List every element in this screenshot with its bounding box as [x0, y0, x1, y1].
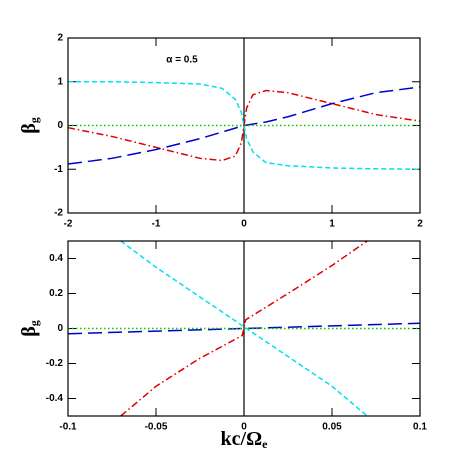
y-tick-label: -0.4	[46, 393, 64, 404]
y-axis-label: βg	[18, 117, 41, 134]
y-tick-label: 0	[57, 120, 63, 131]
y-tick-label: -0.2	[46, 358, 64, 369]
y-tick-label: 0	[57, 323, 63, 334]
annotation: α = 0.5	[166, 55, 198, 66]
plot-frame	[67, 37, 421, 214]
x-tick-label: 0	[241, 219, 247, 230]
x-tick-label: -0.05	[145, 422, 168, 433]
y-tick-label: 1	[57, 76, 63, 87]
y-tick-label: 2	[57, 33, 63, 44]
series-line	[120, 240, 368, 417]
y-axis-label-main: β	[18, 123, 40, 134]
y-tick-label: -1	[54, 164, 63, 175]
x-axis-label-main: kc/Ω	[221, 428, 263, 450]
x-tick-label: -2	[64, 219, 73, 230]
series-line	[68, 81, 421, 170]
x-tick-label: 0	[241, 422, 247, 433]
x-tick-label: -0.1	[59, 422, 77, 433]
y-tick-label: 0.2	[49, 288, 63, 299]
x-tick-label: 0.1	[413, 422, 427, 433]
x-tick-label: 1	[329, 219, 335, 230]
plot-frame	[67, 240, 421, 417]
x-tick-label: 2	[417, 219, 423, 230]
x-axis-label-subscript: e	[262, 437, 268, 451]
series-line	[120, 240, 368, 417]
x-tick-label: -1	[152, 219, 161, 230]
x-tick-label: 0.05	[322, 422, 342, 433]
y-axis-label-subscript: g	[27, 117, 41, 123]
series-line	[67, 322, 421, 335]
y-tick-label: -2	[54, 208, 63, 219]
x-axis-label: kc/Ωe	[221, 428, 269, 451]
y-axis-label-main: β	[18, 326, 40, 337]
y-axis-label-subscript: g	[27, 320, 41, 326]
y-tick-label: 0.4	[49, 253, 63, 264]
y-axis-label: βg	[18, 320, 41, 337]
